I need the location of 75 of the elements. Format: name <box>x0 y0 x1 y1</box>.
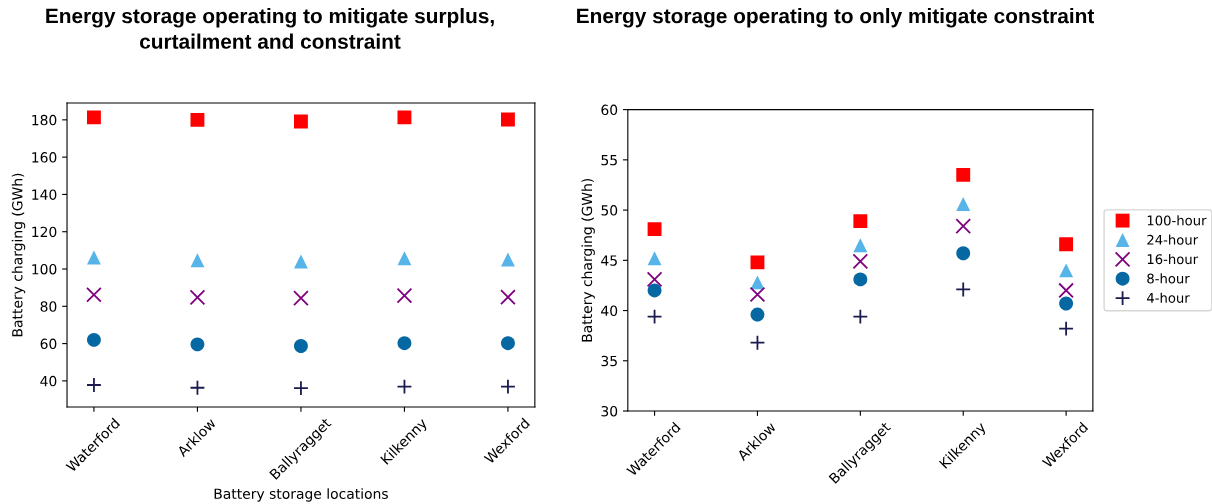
point <box>397 110 412 125</box>
point <box>397 251 412 266</box>
y-tick-label: 40 <box>40 375 57 387</box>
point <box>189 379 206 396</box>
point <box>853 272 868 287</box>
point <box>749 286 766 303</box>
y-tick-label: 100 <box>32 263 57 275</box>
y-axis-title: Battery charging (GWh) <box>11 173 26 337</box>
point <box>956 197 971 211</box>
point <box>294 339 308 353</box>
point <box>190 112 205 127</box>
point <box>1058 282 1074 299</box>
point <box>956 246 971 261</box>
point <box>750 255 765 270</box>
point <box>853 214 868 229</box>
y-tick-label: 35 <box>601 355 617 367</box>
y-tick-label: 140 <box>32 189 57 200</box>
point <box>956 167 971 182</box>
point <box>852 253 869 270</box>
point <box>86 332 101 347</box>
legend-label: 16-hour <box>1147 253 1199 265</box>
point <box>646 308 663 325</box>
y-tick-label: 180 <box>32 114 57 126</box>
point <box>86 377 102 393</box>
legend-label: 24-hour <box>1147 234 1199 245</box>
y-tick-label: 50 <box>601 205 618 216</box>
legend-label: 4-hour <box>1146 292 1190 303</box>
point <box>749 334 766 351</box>
point <box>1059 296 1074 311</box>
y-axis-title: Battery charging (GWh) <box>581 178 595 342</box>
chart-title: Energy storage operating to mitigate surplus, curtailment and constraint <box>46 8 494 49</box>
x-axis-title: Battery storage locations <box>214 488 388 502</box>
point <box>853 238 868 253</box>
legend-label: 100-hour <box>1147 215 1207 226</box>
point <box>86 250 101 265</box>
point <box>294 114 308 129</box>
point <box>955 281 972 298</box>
y-tick-label: 45 <box>601 255 617 266</box>
point <box>750 307 765 322</box>
point <box>500 289 516 306</box>
y-tick-label: 60 <box>601 104 618 116</box>
point <box>647 283 662 298</box>
y-tick-label: 55 <box>601 155 617 166</box>
point <box>86 286 102 303</box>
point <box>294 254 308 269</box>
point <box>501 112 515 127</box>
point <box>86 110 101 125</box>
legend-label: 8-hour <box>1147 273 1190 284</box>
point <box>396 287 413 304</box>
point <box>397 336 412 351</box>
point <box>1059 263 1074 278</box>
point <box>190 337 205 352</box>
point <box>190 253 205 268</box>
y-tick-label: 120 <box>32 226 57 238</box>
point <box>293 290 309 306</box>
point <box>646 271 663 288</box>
point <box>750 275 765 290</box>
y-tick-label: 160 <box>32 152 57 163</box>
y-tick-label: 60 <box>40 338 57 350</box>
point <box>647 251 662 266</box>
point <box>501 252 515 267</box>
point <box>500 378 516 395</box>
point <box>189 289 206 306</box>
y-tick-label: 80 <box>40 301 57 312</box>
chart-title: Energy storage operating to only mitigate constraint <box>577 8 1095 28</box>
point <box>647 222 662 237</box>
point <box>955 218 972 235</box>
point <box>293 380 309 396</box>
y-tick-label: 30 <box>601 405 618 417</box>
point <box>1058 320 1074 337</box>
point <box>501 336 515 351</box>
point <box>1059 237 1074 252</box>
point <box>396 378 413 395</box>
point <box>852 308 869 325</box>
y-tick-label: 40 <box>601 305 618 317</box>
